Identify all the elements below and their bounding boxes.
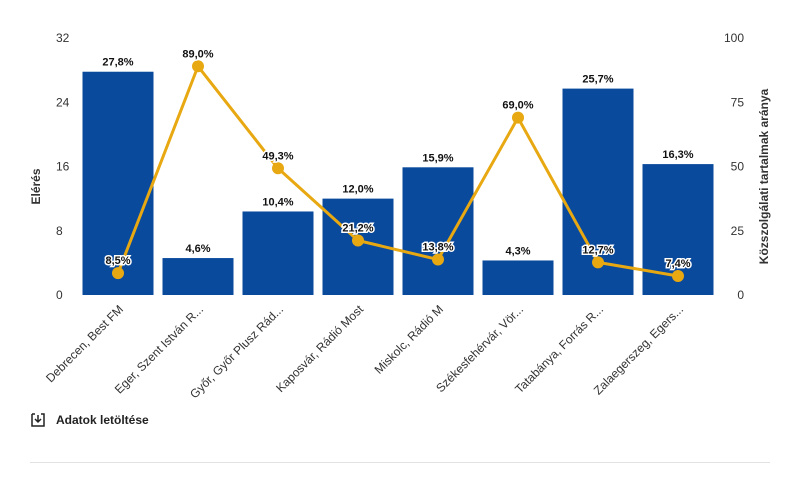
y-tick-right: 0 [737, 288, 744, 302]
bar-data-label: 10,4% [262, 196, 293, 208]
y-tick-left: 8 [56, 224, 63, 238]
download-icon [31, 413, 45, 427]
bar-data-label: 16,3% [662, 149, 693, 161]
bar [82, 71, 154, 295]
bar-data-label: 25,7% [582, 74, 613, 86]
line-point [352, 234, 364, 247]
y-tick-right: 75 [731, 95, 745, 109]
y-tick-right: 50 [731, 160, 745, 174]
bar-data-label: 12,0% [342, 184, 373, 196]
x-tick-label: Debrecen, Best FM [43, 302, 126, 385]
x-tick-label: Székesfehérvár, Vör... [433, 302, 526, 395]
download-data-button[interactable]: Adatok letöltése [30, 412, 149, 428]
x-tick-label: Miskolc, Rádió M [372, 302, 447, 377]
y-tick-left: 24 [56, 95, 70, 109]
download-label: Adatok letöltése [56, 413, 149, 427]
line-data-label: 7,4% [665, 258, 690, 270]
bar [482, 260, 554, 295]
x-tick-label: Tatabánya, Forrás R... [512, 302, 606, 396]
y-tick-right: 25 [731, 224, 745, 238]
line-point [112, 267, 124, 280]
line-series [116, 64, 679, 278]
line-data-label: 49,3% [262, 150, 293, 162]
bar [402, 167, 474, 295]
line-point [592, 256, 604, 269]
line-point [672, 269, 684, 282]
bar [242, 211, 314, 295]
line-data-label: 12,7% [582, 244, 613, 256]
line-point [192, 60, 204, 73]
x-tick-label: Eger, Szent István R... [112, 302, 206, 396]
line-point [272, 162, 284, 175]
bar-data-label: 27,8% [102, 57, 133, 69]
line-data-label: 21,2% [342, 223, 373, 235]
bar-data-label: 15,9% [422, 152, 453, 164]
y-axis-title-left: Elérés [29, 168, 43, 204]
x-tick-label: Győr, Győr Plusz Rád... [187, 302, 286, 401]
line-point [512, 111, 524, 124]
bar [162, 258, 234, 295]
line-data-label: 89,0% [182, 48, 213, 60]
line-point [432, 253, 444, 266]
line-data-label: 13,8% [422, 242, 453, 254]
y-tick-left: 16 [56, 160, 70, 174]
line-data-label: 69,0% [502, 100, 533, 112]
divider [30, 462, 770, 463]
y-axis-title-right: Közszolgálati tartalmak aránya [757, 88, 771, 264]
line-data-label: 8,5% [105, 255, 130, 267]
bar-data-label: 4,6% [185, 243, 210, 255]
x-tick-label: Zalaegerszeg, Egers... [591, 302, 686, 397]
y-tick-left: 0 [56, 288, 63, 302]
bar-data-label: 4,3% [505, 245, 530, 257]
y-tick-left: 32 [56, 31, 70, 45]
y-tick-right: 100 [724, 31, 744, 45]
x-tick-label: Kaposvár, Rádió Most [273, 302, 366, 395]
